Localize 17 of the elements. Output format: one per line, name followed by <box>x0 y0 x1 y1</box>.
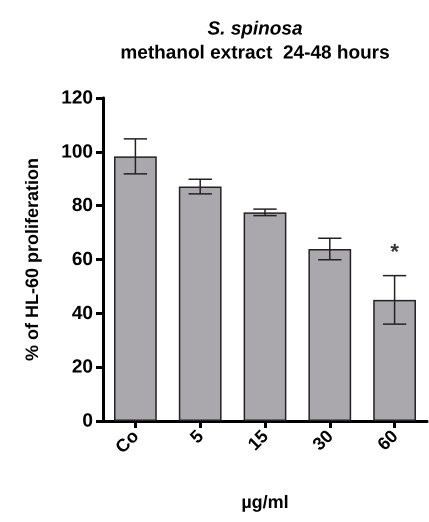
x-tick-label: 30 <box>308 426 337 454</box>
chart-title: S. spinosa methanol extract 24-48 hours <box>120 18 390 64</box>
annotation: * <box>390 239 400 264</box>
y-tick-label: 40 <box>72 302 93 324</box>
y-tick-label: 20 <box>72 356 93 378</box>
y-tick-label: 100 <box>61 141 93 162</box>
x-axis-title: µg/ml <box>241 492 289 512</box>
x-tick-label: 15 <box>244 426 272 454</box>
x-tick-label: 60 <box>373 426 402 454</box>
y-tick-label: 80 <box>72 195 93 216</box>
y-tick-label: 120 <box>61 88 93 108</box>
bar <box>244 212 286 421</box>
x-tick-label: 5 <box>186 426 208 448</box>
x-tick-label: Co <box>111 426 142 458</box>
y-tick-label: 60 <box>72 249 93 270</box>
y-tick-label: 0 <box>82 410 93 432</box>
y-axis-title: % of HL-60 proliferation <box>22 158 42 362</box>
